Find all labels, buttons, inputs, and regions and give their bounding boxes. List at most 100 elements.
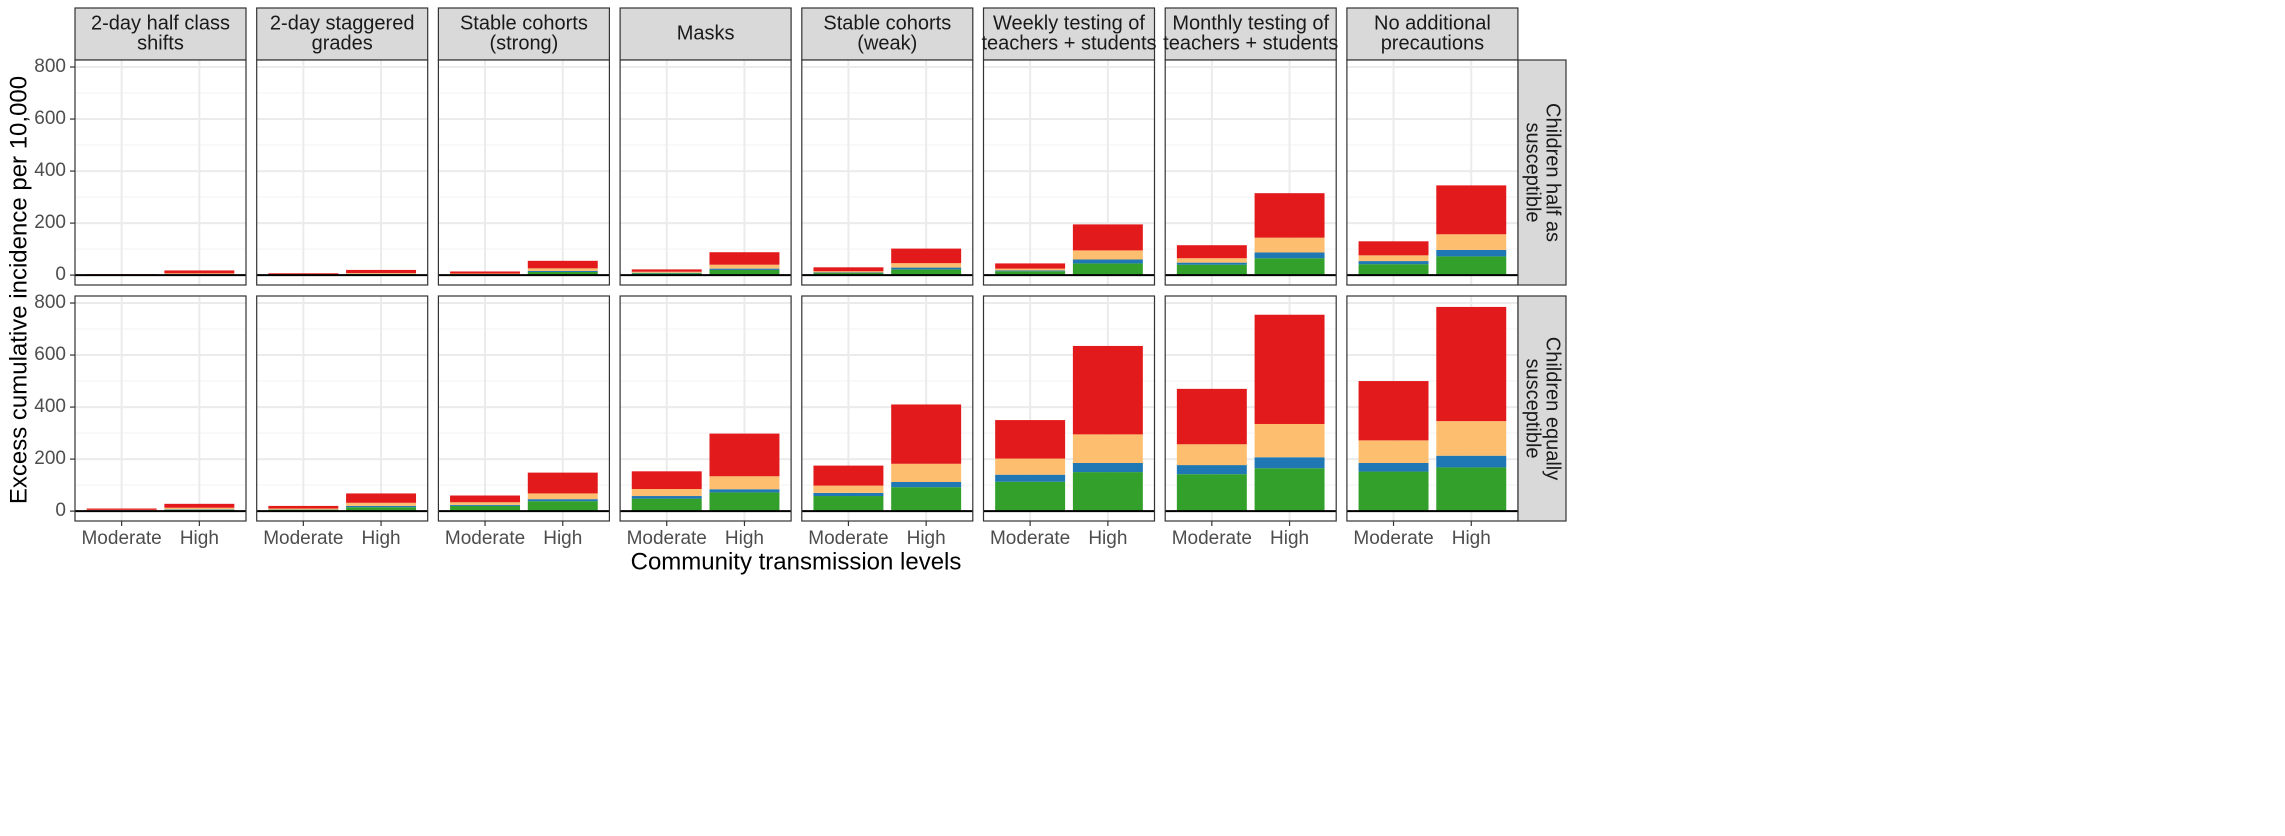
- row-strip-label: susceptible: [1522, 122, 1544, 222]
- bar-segment: [450, 495, 521, 503]
- bar-segment: [527, 501, 598, 512]
- column-strip-label: No additional: [1374, 12, 1491, 34]
- bar-segment: [527, 472, 598, 494]
- bar-segment: [631, 471, 702, 490]
- panel-background: [801, 60, 973, 285]
- x-tick-label: Moderate: [1353, 528, 1433, 549]
- bar-segment: [891, 481, 962, 488]
- y-tick-label: 0: [55, 264, 66, 285]
- bar-segment: [813, 271, 884, 273]
- column-strip: [982, 7, 1156, 61]
- bar-segment: [346, 505, 417, 508]
- panel-background: [75, 296, 246, 521]
- x-tick-label: Moderate: [81, 528, 161, 549]
- y-tick-label: 400: [34, 396, 66, 417]
- bar-segment: [164, 270, 235, 274]
- row-strip-label: Children equally: [1542, 337, 1564, 480]
- x-tick-label: Moderate: [990, 528, 1070, 549]
- bar-segment: [346, 269, 417, 274]
- bar-segment: [1254, 193, 1325, 238]
- bar-segment: [1358, 255, 1429, 262]
- panel-background: [620, 60, 792, 285]
- bar-segment: [891, 267, 962, 270]
- bar-segment: [813, 267, 884, 272]
- bar-segment: [527, 268, 598, 271]
- bar-segment: [450, 271, 521, 274]
- column-strip-label: Monthly testing of: [1172, 12, 1329, 34]
- bar-segment: [268, 273, 339, 275]
- bar-segment: [1072, 345, 1143, 435]
- y-axis-title: Excess cumulative incidence per 10,000: [5, 76, 32, 504]
- bar-segment: [891, 248, 962, 264]
- bar-segment: [1358, 241, 1429, 256]
- bar-segment: [1176, 465, 1247, 475]
- bar-segment: [709, 268, 780, 270]
- bar-segment: [1072, 462, 1143, 473]
- bar-segment: [709, 476, 780, 490]
- bar-segment: [1176, 264, 1247, 276]
- bar-segment: [1358, 471, 1429, 512]
- bar-segment: [164, 273, 235, 275]
- bar-segment: [527, 499, 598, 502]
- bar-segment: [1176, 245, 1247, 259]
- column-strip-label: shifts: [137, 32, 184, 54]
- bar-segment: [164, 503, 235, 508]
- column-strip-label: Weekly testing of: [993, 12, 1145, 34]
- bar-segment: [891, 463, 962, 482]
- bar-segment: [1176, 258, 1247, 263]
- bar-segment: [450, 273, 521, 275]
- panel-background: [256, 296, 428, 521]
- bar-segment: [631, 272, 702, 274]
- bar-segment: [1254, 258, 1325, 276]
- column-strip-label: Masks: [677, 22, 735, 44]
- bar-segment: [1436, 306, 1507, 422]
- bar-segment: [995, 474, 1066, 482]
- bar-segment: [813, 272, 884, 274]
- bar-segment: [1072, 434, 1143, 463]
- x-tick-label: High: [907, 528, 946, 549]
- column-strip: [619, 7, 792, 61]
- panel-border: [801, 295, 974, 522]
- panel-border: [1164, 59, 1337, 286]
- column-strip-label: (weak): [857, 32, 917, 54]
- y-tick-label: 600: [34, 344, 66, 365]
- bar-segment: [995, 271, 1066, 276]
- bar-segment: [1436, 234, 1507, 250]
- y-tick-label: 0: [55, 500, 66, 521]
- bar-segment: [1176, 262, 1247, 265]
- column-strip-label: grades: [312, 32, 373, 54]
- y-tick-label: 800: [34, 56, 66, 77]
- panel-border: [437, 295, 610, 522]
- panel-border: [256, 59, 429, 286]
- bar-segment: [891, 487, 962, 512]
- bar-segment: [813, 496, 884, 512]
- bar-segment: [346, 507, 417, 512]
- column-strip: [74, 7, 247, 61]
- x-tick-label: Moderate: [445, 528, 525, 549]
- bar-segment: [1436, 421, 1507, 456]
- bar-segment: [631, 271, 702, 273]
- bar-segment: [1176, 444, 1247, 466]
- bar-segment: [1358, 264, 1429, 276]
- x-tick-label: High: [725, 528, 764, 549]
- bar-segment: [631, 498, 702, 512]
- bar-segment: [995, 420, 1066, 459]
- y-tick-label: 200: [34, 212, 66, 233]
- bar-segment: [1254, 468, 1325, 512]
- column-strip-label: 2-day half class: [91, 12, 230, 34]
- bar-segment: [1254, 457, 1325, 469]
- bar-segment: [709, 252, 780, 265]
- bar-segment: [813, 273, 884, 276]
- panel-border: [982, 295, 1156, 522]
- panel-border: [74, 59, 247, 286]
- panel-border: [74, 295, 247, 522]
- bar-segment: [1072, 259, 1143, 264]
- panel-border: [1164, 295, 1337, 522]
- bar-segment: [1358, 440, 1429, 463]
- x-tick-label: High: [1270, 528, 1309, 549]
- bar-segment: [86, 508, 157, 510]
- x-tick-label: High: [362, 528, 401, 549]
- column-strip-label: Stable cohorts: [823, 12, 951, 34]
- bar-segment: [891, 269, 962, 276]
